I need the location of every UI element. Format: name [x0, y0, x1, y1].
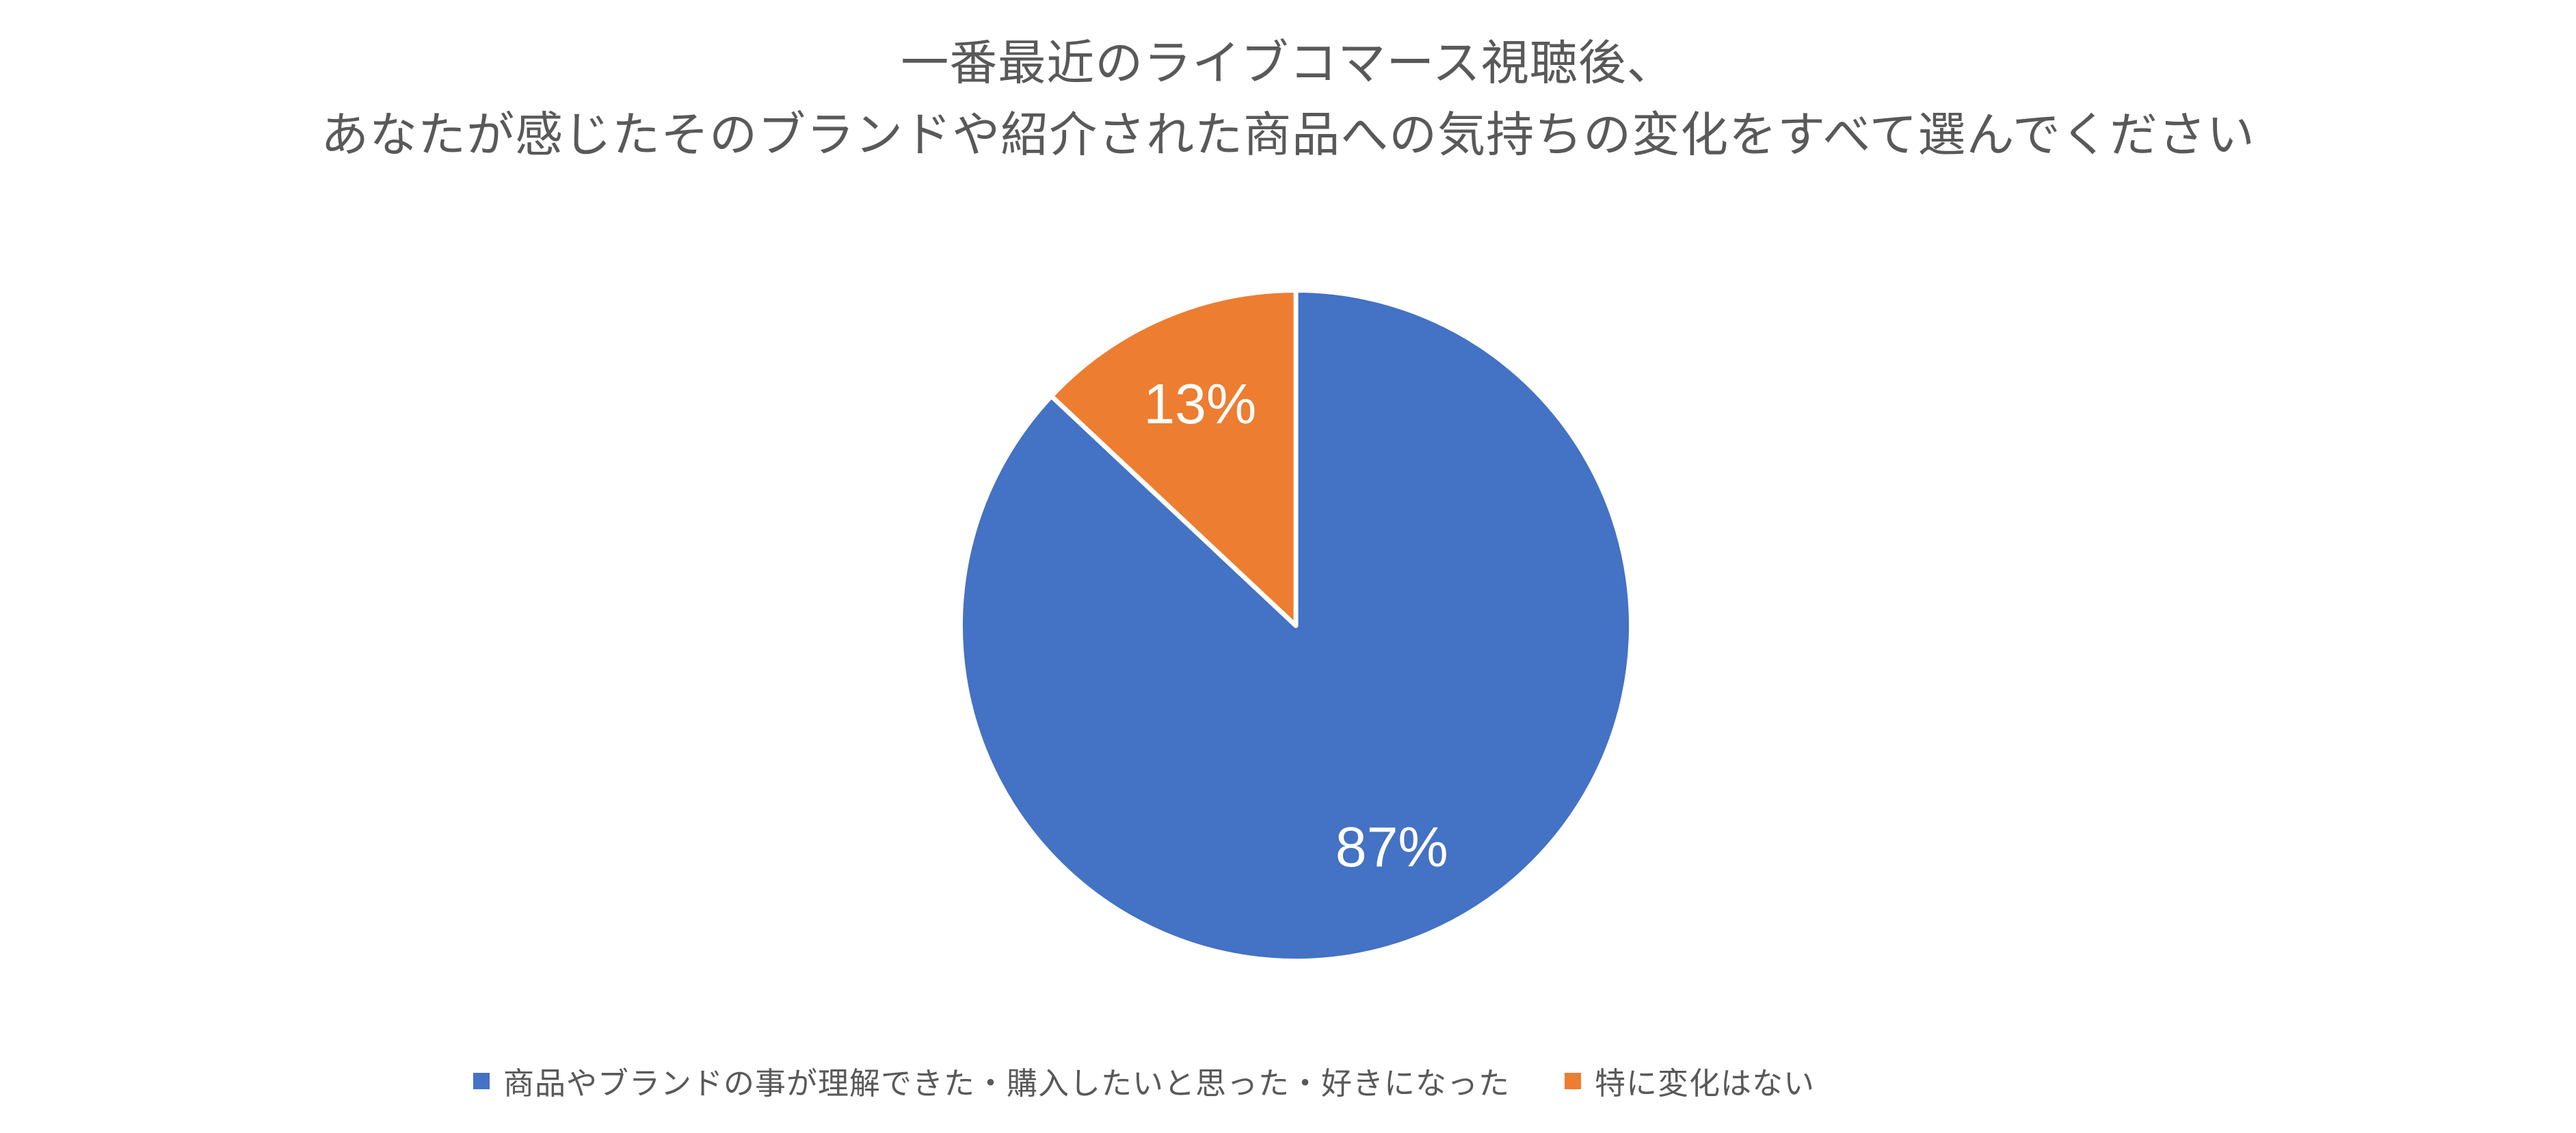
chart-title-line-2: あなたが感じたそのブランドや紹介された商品への気持ちの変化をすべて選んでください	[321, 108, 2255, 161]
pie-data-label-0: 87%	[1336, 816, 1448, 879]
legend-label: 特に変化はない	[1595, 1066, 1816, 1101]
chart-title: 一番最近のライブコマース視聴後、 あなたが感じたそのブランドや紹介された商品への…	[0, 27, 2576, 171]
chart-title-line-1: 一番最近のライブコマース視聴後、	[901, 36, 1675, 90]
legend-label: 商品やブランドの事が理解できた・購入したいと思った・好きになった	[503, 1066, 1511, 1101]
legend-swatch-orange-icon	[1565, 1072, 1582, 1089]
legend-item-understood-brand: 商品やブランドの事が理解できた・購入したいと思った・好きになった	[473, 1058, 1510, 1103]
legend-swatch-blue-icon	[473, 1072, 490, 1089]
pie-data-label-1: 13%	[1143, 373, 1256, 436]
pie-chart: 87% 13%	[958, 288, 1634, 963]
chart-legend: 商品やブランドの事が理解できた・購入したいと思った・好きになった 特に変化はない	[473, 1058, 1815, 1103]
legend-item-no-change: 特に変化はない	[1565, 1058, 1815, 1103]
pie-slice-1	[1049, 288, 1299, 628]
